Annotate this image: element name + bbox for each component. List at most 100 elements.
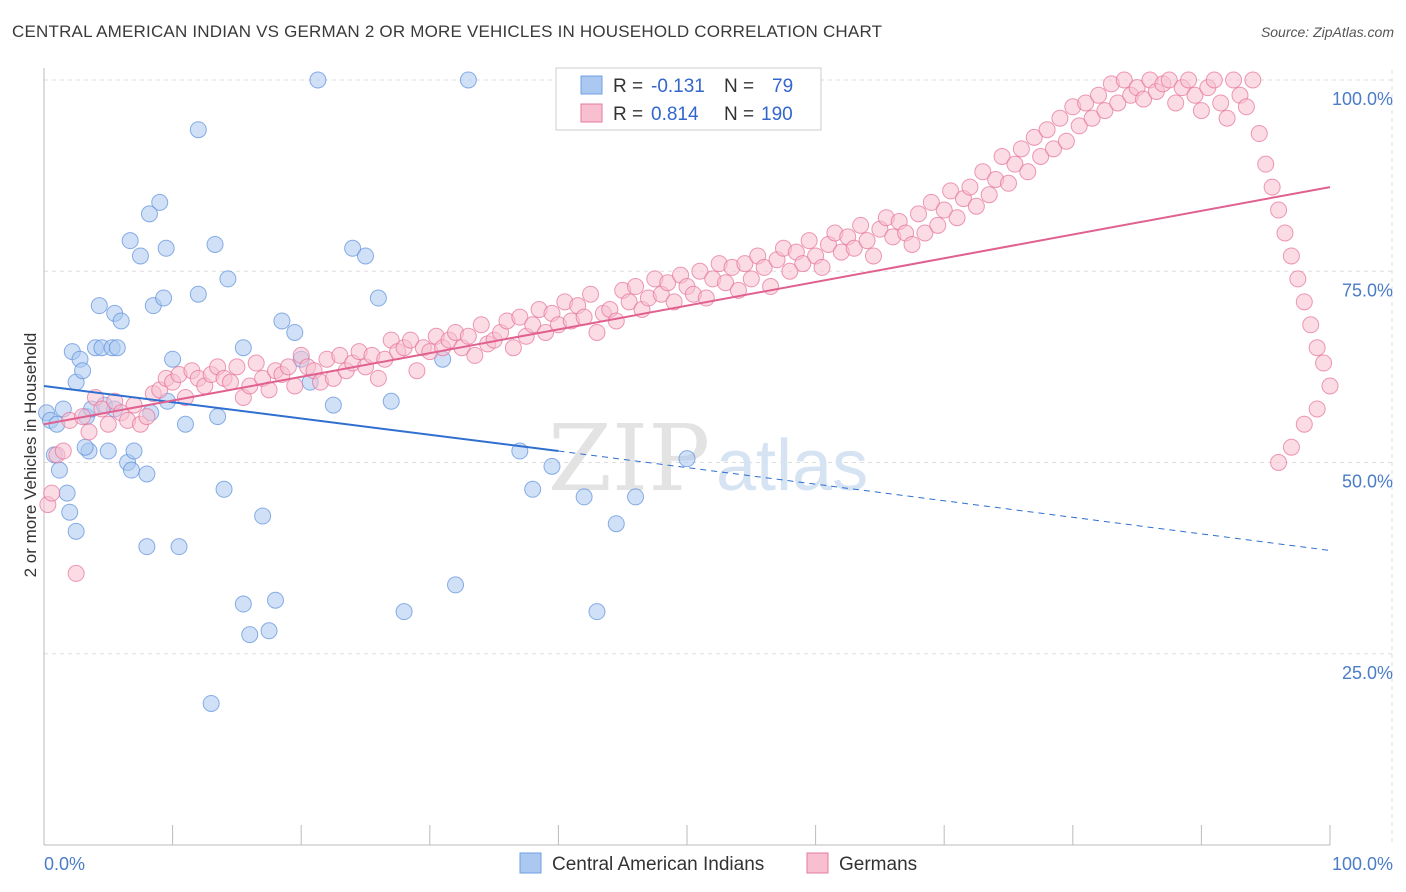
german-point: [1321, 377, 1339, 395]
cai-point: [90, 297, 108, 315]
cai-point: [382, 392, 400, 410]
german-point: [729, 281, 747, 299]
german-point: [1045, 140, 1063, 158]
german-point: [691, 262, 709, 280]
german-point: [717, 274, 735, 292]
cai-point: [61, 503, 79, 521]
y-tick-label: 25.0%: [1342, 663, 1393, 683]
y-tick-label: 100.0%: [1332, 89, 1393, 109]
cai-point: [234, 339, 252, 357]
cai-point: [131, 247, 149, 265]
german-point: [1038, 121, 1056, 139]
german-point: [138, 408, 156, 426]
german-point: [1237, 98, 1255, 116]
cai-point: [524, 480, 542, 498]
german-point: [67, 564, 85, 582]
cai-point: [369, 289, 387, 307]
series-0: [38, 71, 696, 712]
cai-point: [138, 538, 156, 556]
german-point: [1057, 132, 1075, 150]
german-point: [369, 369, 387, 387]
german-point: [54, 442, 72, 460]
german-point: [504, 339, 522, 357]
cai-point: [125, 442, 143, 460]
german-point: [620, 293, 638, 311]
german-point: [1070, 117, 1088, 135]
german-point: [402, 331, 420, 349]
series-legend: Central American Indians Germans: [519, 852, 917, 875]
cai-point: [108, 339, 126, 357]
german-point: [1295, 415, 1313, 433]
german-point: [813, 258, 831, 276]
cai-point: [121, 232, 139, 250]
german-point: [331, 346, 349, 364]
german-point: [800, 232, 818, 250]
legend-swatch-german: [580, 103, 603, 123]
legend-r-label-2: R =: [613, 104, 643, 125]
german-point: [1186, 86, 1204, 104]
german-point: [1000, 174, 1017, 192]
cai-point: [286, 323, 304, 341]
bottom-legend-label-cai: Central American Indians: [552, 854, 764, 875]
cai-point: [155, 289, 173, 307]
cai-point: [157, 239, 175, 257]
german-point: [922, 193, 940, 211]
cai-point: [241, 626, 259, 644]
german-point: [582, 285, 600, 303]
watermark-atlas: atlas: [716, 426, 868, 506]
german-point: [980, 186, 998, 204]
cai-point: [74, 362, 92, 380]
cai-point: [678, 450, 696, 468]
source-credit: Source: ZipAtlas.com: [1260, 24, 1394, 40]
cai-point: [138, 465, 156, 483]
legend-swatch-cai: [580, 75, 603, 95]
cai-point: [58, 484, 76, 502]
german-point: [659, 274, 677, 292]
legend-r-value-2: 0.814: [651, 104, 699, 125]
german-point: [466, 346, 484, 364]
german-point: [1250, 125, 1268, 143]
german-point: [588, 323, 606, 341]
german-point: [247, 354, 265, 372]
german-point: [1212, 94, 1230, 112]
german-point: [993, 148, 1011, 165]
german-point: [942, 182, 960, 200]
german-point: [1315, 354, 1333, 372]
german-point: [43, 484, 61, 502]
german-point: [607, 312, 625, 330]
german-point: [1167, 94, 1185, 112]
cai-point: [309, 71, 327, 89]
cai-point: [99, 442, 117, 460]
german-point: [472, 316, 490, 334]
cai-point: [324, 396, 342, 414]
german-point: [1096, 102, 1114, 120]
german-point: [781, 262, 799, 280]
watermark: ZIP atlas: [548, 405, 868, 512]
german-point: [524, 316, 542, 334]
german-point: [1308, 400, 1326, 418]
german-point: [916, 224, 934, 242]
cai-point: [122, 461, 140, 479]
german-point: [755, 258, 773, 276]
y-tick-label: 50.0%: [1342, 472, 1393, 492]
german-point: [1192, 102, 1210, 120]
german-point: [408, 362, 426, 380]
cai-point: [170, 538, 188, 556]
cai-point: [176, 415, 194, 433]
german-point: [279, 358, 297, 376]
cai-point: [164, 350, 182, 368]
german-point: [903, 235, 921, 253]
german-point: [845, 239, 863, 257]
german-point: [1225, 71, 1243, 89]
stats-legend: R = -0.131 N = 79 R = 0.814 N = 190: [555, 67, 822, 131]
axes: [43, 68, 1331, 846]
german-point: [929, 216, 947, 234]
german-point: [1090, 86, 1108, 104]
german-point: [1205, 71, 1223, 89]
cai-point: [202, 694, 220, 712]
cai-point: [395, 603, 413, 621]
cai-point: [260, 622, 278, 640]
german-point: [1282, 247, 1300, 265]
german-point: [1276, 224, 1294, 242]
cai-point: [575, 488, 593, 506]
